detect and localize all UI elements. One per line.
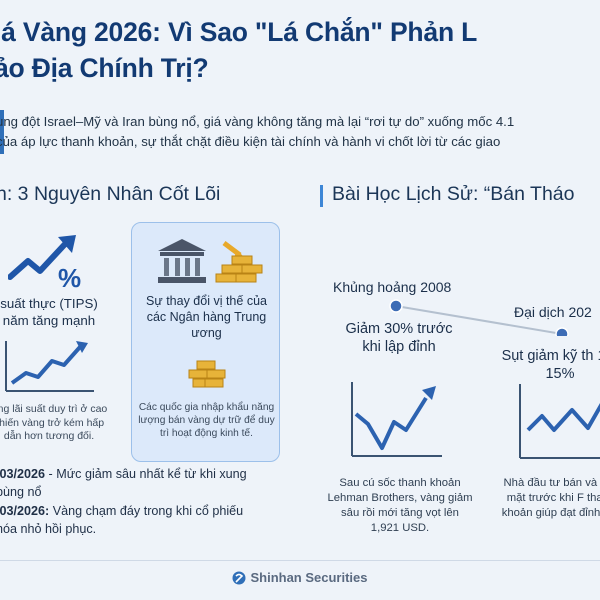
date-note-2: /03/2026: Vàng chạm đáy trong khi cổ phi… [0, 502, 316, 538]
timeline-dot-2020 [555, 327, 569, 336]
gold-bars-icon [188, 360, 226, 388]
event-2020-title: Sụt giảm kỹ th 12-15% [501, 348, 600, 382]
timeline-dot-2008 [389, 299, 403, 313]
date-note-1-date: /03/2026 [0, 467, 46, 481]
footer-brand-text: Shinhan Securities [250, 570, 368, 585]
cause-card-cb-body: Các quốc gia nhập khẩu năng lượng bán và… [138, 402, 275, 439]
title-line-1: iá Vàng 2026: Vì Sao "Lá Chắn" Phản L [0, 17, 478, 47]
line-chart-icon [5, 341, 94, 392]
event-2008-label: Khủng hoảng 2008 [333, 279, 452, 295]
cause-card-central-banks: Sự thay đổi vị thế của các Ngân hàng Tru… [131, 222, 280, 462]
intro-line-1: ung đột Israel–Mỹ và Iran bùng nổ, giá v… [0, 114, 515, 129]
intro-accent-bar [0, 110, 4, 154]
right-section-title: Bài Học Lịch Sử: “Bán Tháo [320, 183, 574, 207]
date-note-1-line2: bùng nổ [0, 485, 42, 499]
date-note-1: /03/2026 - Mức giảm sâu nhất kể từ khi x… [0, 465, 316, 501]
footer-divider [0, 560, 600, 561]
cause-card-cb-heading: Sự thay đổi vị thế của các Ngân hàng Tru… [146, 294, 267, 340]
intro-line-2: của áp lực thanh khoản, sự thắt chặt điề… [0, 134, 501, 149]
date-note-2-line2: hóa nhỏ hồi phục. [0, 522, 97, 536]
footer-brand: Shinhan Securities [0, 570, 600, 585]
event-2020-desc: Nhà đầu tư bán và tiền mặt trước khi F t… [501, 477, 600, 519]
date-note-2-text: Vàng chạm đáy trong khi cổ phiếu [49, 504, 244, 518]
event-2008-title: Giảm 30% trước khi lập đỉnh [345, 321, 453, 355]
svg-text:%: % [58, 263, 81, 291]
cause-card-tips-heading: suất thực (TIPS) năm tăng mạnh [0, 296, 98, 328]
event-2020-label: Đại dịch 202 [514, 304, 592, 320]
page-title: iá Vàng 2026: Vì Sao "Lá Chắn" Phản L ảo… [0, 14, 600, 86]
event-2008-desc: Sau cú sốc thanh khoản Lehman Brothers, … [327, 477, 473, 534]
gold-bars-icon [215, 241, 263, 283]
timeline-connector [389, 299, 569, 336]
cause-card-tips: % suất thực (TIPS) năm tăng mạnh ợng lãi… [0, 225, 109, 455]
bank-building-icon [158, 239, 206, 283]
title-line-2: ảo Địa Chính Trị? [0, 53, 209, 83]
v-chart-icon [519, 384, 600, 459]
shinhan-logo-icon [232, 571, 246, 585]
v-chart-icon [351, 382, 442, 457]
left-section-title: n: 3 Nguyên Nhân Cốt Lõi [0, 183, 221, 205]
date-note-1-text: - Mức giảm sâu nhất kể từ khi xung [45, 467, 247, 481]
date-note-2-date: /03/2026: [0, 504, 50, 518]
cause-card-tips-body: ợng lãi suất duy trì ở cao khiến vàng tr… [0, 403, 108, 442]
trend-up-percent-icon: % [8, 235, 81, 291]
intro-paragraph: ung đột Israel–Mỹ và Iran bùng nổ, giá v… [0, 112, 600, 152]
